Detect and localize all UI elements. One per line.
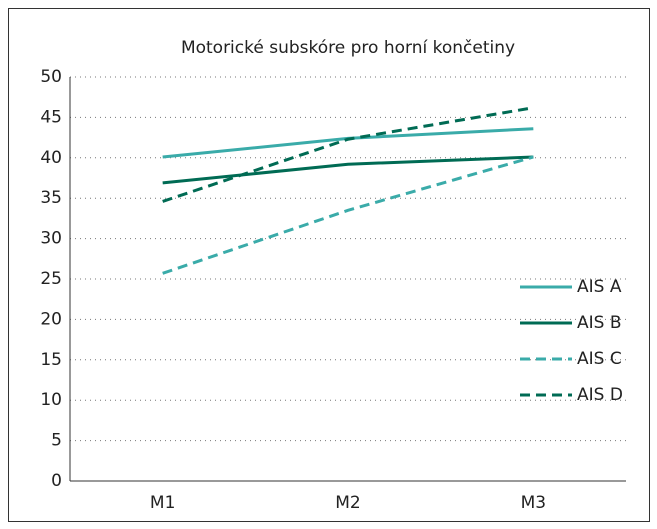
y-tick-label: 15 <box>40 350 62 370</box>
y-tick-label: 30 <box>40 229 62 249</box>
chart-title: Motorické subskóre pro horní končetiny <box>181 38 515 58</box>
legend-label: AIS A <box>577 277 622 297</box>
legend-label: AIS C <box>577 349 622 369</box>
legend-label: AIS B <box>577 313 622 333</box>
y-tick-label: 10 <box>40 390 62 410</box>
y-tick-label: 40 <box>40 148 62 168</box>
chart-border <box>8 8 650 522</box>
y-tick-label: 5 <box>51 431 62 451</box>
y-tick-label: 25 <box>40 269 62 289</box>
y-tick-label: 45 <box>40 107 62 127</box>
series-line <box>162 106 534 203</box>
series-line <box>162 155 534 275</box>
x-tick-label: M2 <box>335 493 360 513</box>
y-tick-label: 50 <box>40 67 62 87</box>
legend-label: AIS D <box>577 385 623 405</box>
y-tick-label: 0 <box>51 471 62 491</box>
x-tick-label: M1 <box>150 493 175 513</box>
x-tick-label: M3 <box>521 493 546 513</box>
y-tick-label: 35 <box>40 188 62 208</box>
y-tick-label: 20 <box>40 309 62 329</box>
series-line <box>162 155 534 185</box>
